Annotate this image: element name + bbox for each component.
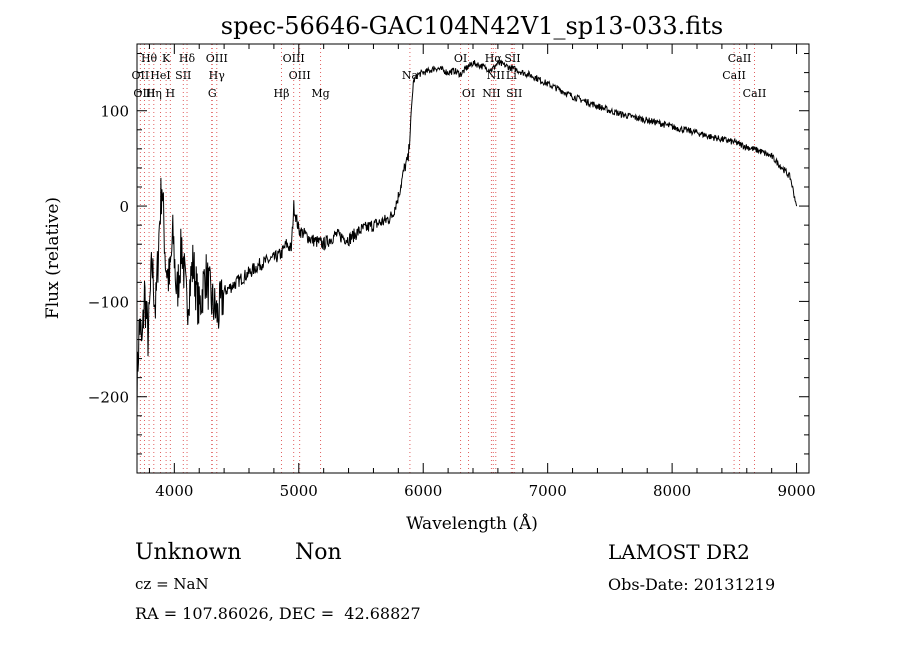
spectral-line-label: OIII	[206, 52, 228, 65]
plot-frame	[136, 43, 810, 474]
axis-ticks: 4000 5000 6000 7000 8000 9000 −200 −100 0 100	[88, 44, 816, 500]
x-tick-label: 9000	[777, 482, 815, 500]
spectral-line-label: H	[166, 87, 176, 100]
spectral-line-label: OI	[454, 52, 467, 65]
spectral-line-label: SII	[504, 52, 520, 65]
spectral-line-label: SII	[175, 69, 191, 82]
spectral-line-label: Hγ	[209, 69, 226, 82]
spectral-line-label: OIII	[283, 52, 305, 65]
x-tick-label: 5000	[280, 482, 318, 500]
object-class: Unknown	[135, 540, 242, 565]
x-tick-label: 6000	[404, 482, 442, 500]
spectral-line-label: Li	[506, 69, 517, 82]
spectral-line-label: OIII	[289, 69, 311, 82]
spectral-line-label: CaII	[722, 69, 746, 82]
spectral-line-label: CaII	[728, 52, 752, 65]
spectral-line-label: Hθ	[141, 52, 158, 65]
y-tick-label: 100	[100, 103, 129, 121]
survey-name: LAMOST DR2	[608, 540, 750, 564]
spectral-line-label: SII	[506, 87, 522, 100]
spectral-line-label: Hδ	[179, 52, 196, 65]
spectral-line-label: CaII	[743, 87, 767, 100]
spectrum-series-line	[136, 59, 798, 414]
spectral-line-label: Hβ	[274, 87, 290, 100]
spectral-lines-layer	[139, 44, 755, 473]
spectral-line-label: HeI	[150, 69, 170, 82]
x-tick-label: 8000	[653, 482, 691, 500]
coordinates: RA = 107.86026, DEC = 42.68827	[135, 604, 421, 623]
y-tick-label: −100	[88, 293, 129, 311]
chart-title: spec-56646-GAC104N42V1_sp13-033.fits	[221, 12, 723, 40]
spectral-line-label: Mg	[311, 87, 329, 100]
spectral-line-label: K	[162, 52, 171, 65]
object-subclass: Non	[295, 540, 342, 565]
spectral-line-label: OI	[462, 87, 475, 100]
x-tick-label: 4000	[155, 482, 193, 500]
observation-date: Obs-Date: 20131219	[608, 575, 776, 594]
y-axis-label: Flux (relative)	[43, 197, 63, 319]
y-tick-label: −200	[88, 389, 129, 407]
spectral-line-label: G	[208, 87, 217, 100]
spectral-line-label: OII	[132, 69, 150, 82]
spectral-line-label: Hη	[146, 87, 162, 100]
spectral-line-label: NII	[487, 69, 505, 82]
x-axis-label: Wavelength (Å)	[406, 513, 538, 534]
spectral-line-label: NII	[482, 87, 500, 100]
spectral-line-label: OIII	[133, 87, 155, 100]
redshift-cz: cz = NaN	[135, 575, 209, 593]
y-tick-label: 0	[119, 198, 129, 216]
x-tick-label: 7000	[529, 482, 567, 500]
